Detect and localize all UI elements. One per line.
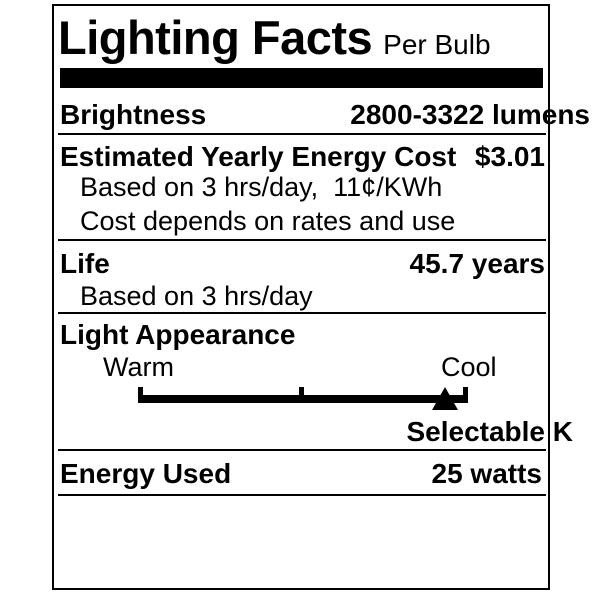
energy-cost-basis-note: Based on 3 hrs/day, 11¢/KWh — [80, 172, 443, 202]
life-row: Life 45.7 years — [60, 247, 545, 281]
energy-used-value: 25 watts — [431, 458, 543, 489]
life-label: Life — [60, 248, 110, 279]
energy-cost-disclaimer-note: Cost depends on rates and use — [80, 206, 456, 236]
divider — [58, 239, 546, 241]
brightness-label: Brightness — [60, 99, 207, 130]
label-border-box — [52, 4, 550, 590]
divider — [58, 133, 546, 135]
light-appearance-marker-value: Selectable K — [406, 416, 573, 447]
energy-cost-value: $3.01 — [474, 141, 545, 172]
light-appearance-row: Light Appearance — [60, 318, 545, 352]
energy-used-row: Energy Used 25 watts — [60, 457, 542, 491]
header-separator-bar — [60, 68, 543, 88]
label-title: Lighting Facts — [58, 11, 373, 64]
divider — [58, 449, 546, 451]
energy-used-label: Energy Used — [60, 458, 232, 489]
label-header: Lighting Facts Per Bulb — [58, 12, 558, 64]
energy-cost-label: Estimated Yearly Energy Cost — [60, 141, 457, 172]
scale-tick-right — [463, 387, 468, 403]
scale-cool-label: Cool — [441, 352, 497, 382]
brightness-row: Brightness — [60, 98, 545, 132]
scale-tick-left — [138, 387, 143, 403]
life-basis-note: Based on 3 hrs/day — [80, 281, 313, 311]
scale-warm-label: Warm — [103, 352, 174, 382]
scale-marker-triangle-icon — [432, 387, 458, 410]
divider — [58, 494, 546, 496]
energy-cost-row: Estimated Yearly Energy Cost $3.01 — [60, 140, 545, 174]
brightness-value: 2800-3322 lumens — [350, 99, 590, 130]
divider — [58, 312, 546, 314]
light-appearance-label: Light Appearance — [60, 319, 296, 350]
scale-tick-middle — [299, 387, 304, 403]
label-subtitle: Per Bulb — [383, 29, 491, 60]
life-value: 45.7 years — [409, 248, 545, 279]
